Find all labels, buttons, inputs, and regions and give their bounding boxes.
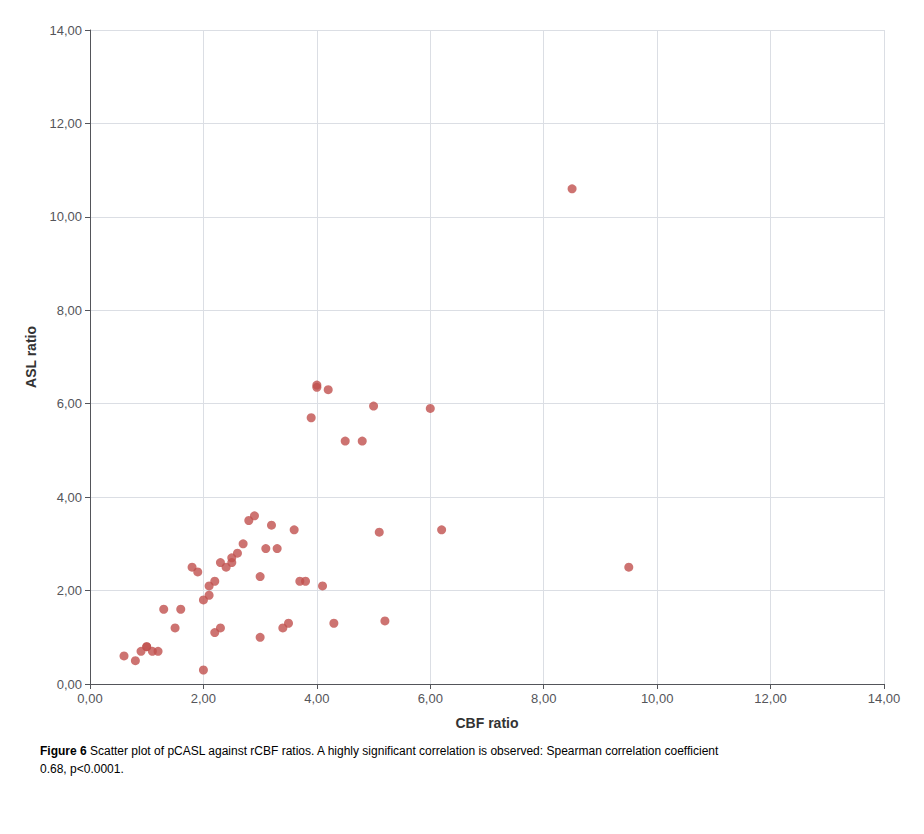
svg-text:4,00: 4,00 <box>304 691 329 706</box>
svg-text:14,00: 14,00 <box>49 23 82 38</box>
svg-text:6,00: 6,00 <box>57 396 82 411</box>
svg-text:4,00: 4,00 <box>57 490 82 505</box>
svg-text:0,00: 0,00 <box>77 691 102 706</box>
svg-text:12,00: 12,00 <box>49 116 82 131</box>
svg-text:14,00: 14,00 <box>868 691 901 706</box>
svg-text:10,00: 10,00 <box>641 691 674 706</box>
svg-text:CBF ratio: CBF ratio <box>456 715 519 731</box>
svg-text:2,00: 2,00 <box>57 583 82 598</box>
svg-text:2,00: 2,00 <box>191 691 216 706</box>
svg-text:8,00: 8,00 <box>57 303 82 318</box>
svg-text:10,00: 10,00 <box>49 209 82 224</box>
svg-text:Figure 6: Figure 6 <box>40 744 87 758</box>
svg-text:Scatter plot of pCASL against: Scatter plot of pCASL against rCBF ratio… <box>87 744 719 758</box>
svg-text:ASL ratio: ASL ratio <box>23 326 39 388</box>
svg-text:8,00: 8,00 <box>531 691 556 706</box>
svg-text:12,00: 12,00 <box>754 691 787 706</box>
svg-text:0,00: 0,00 <box>57 677 82 692</box>
svg-text:0.68, p<0.0001.: 0.68, p<0.0001. <box>40 762 124 776</box>
svg-text:6,00: 6,00 <box>418 691 443 706</box>
